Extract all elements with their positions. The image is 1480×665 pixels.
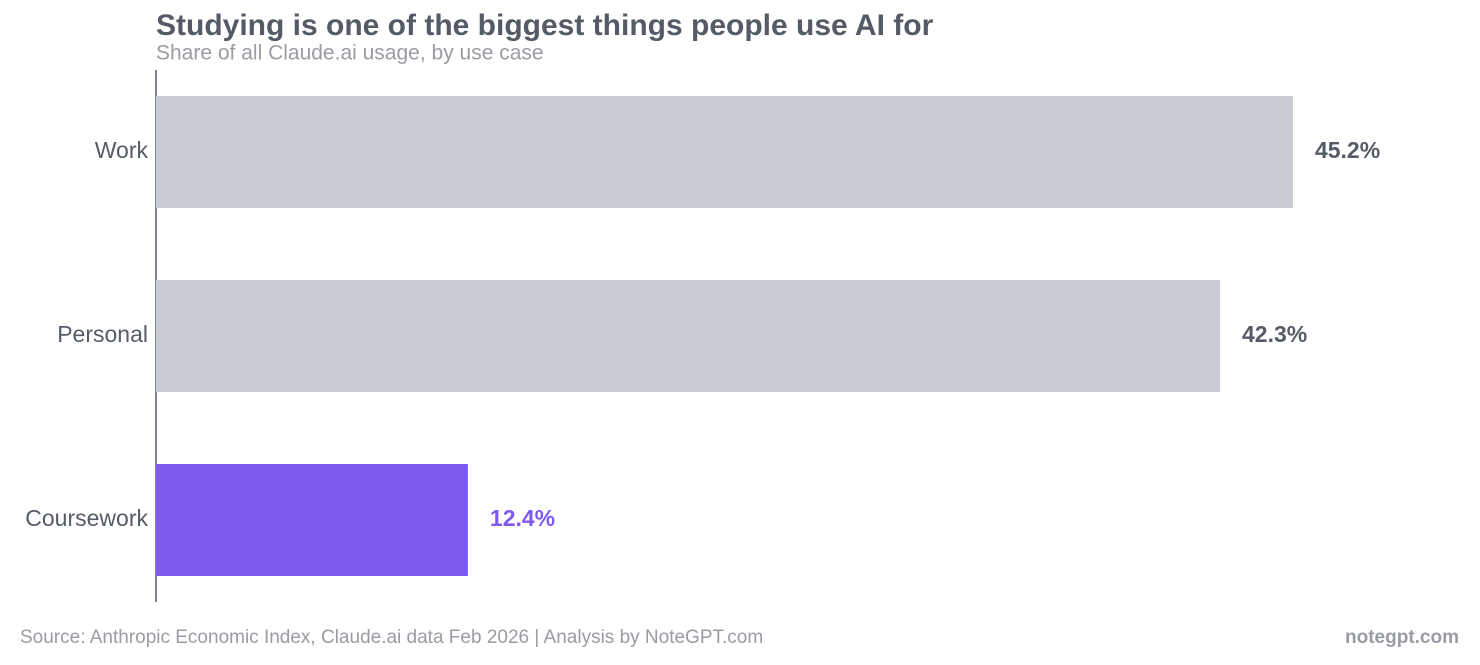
bar <box>156 464 468 576</box>
bar <box>156 96 1293 208</box>
y-tick-label: Work <box>95 137 149 163</box>
value-label: 45.2% <box>1315 137 1380 163</box>
brand: notegpt.com <box>1345 627 1459 648</box>
source-note: Source: Anthropic Economic Index, Claude… <box>20 627 763 648</box>
bar <box>156 280 1221 392</box>
y-tick-label: Personal <box>57 321 148 347</box>
chart-subtitle: Share of all Claude.ai usage, by use cas… <box>156 42 544 65</box>
chart-title: Studying is one of the biggest things pe… <box>156 9 934 42</box>
y-tick-label: Coursework <box>25 505 148 531</box>
value-label: 12.4% <box>490 505 555 531</box>
value-label: 42.3% <box>1242 321 1307 347</box>
